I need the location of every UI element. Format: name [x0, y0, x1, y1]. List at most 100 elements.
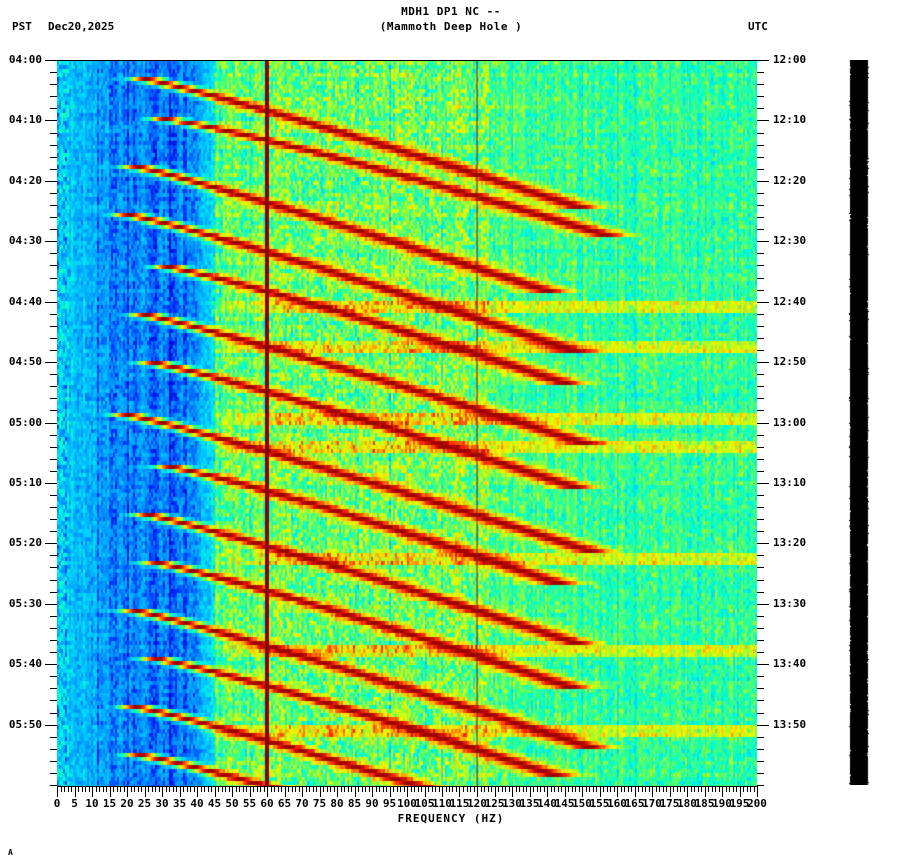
- time-tick-minor: [757, 592, 764, 593]
- freq-tick-minor: [362, 786, 363, 792]
- time-tick-minor: [757, 447, 764, 448]
- time-tick-minor: [50, 217, 57, 218]
- freq-tick-minor: [341, 786, 342, 792]
- freq-tick-minor: [719, 786, 720, 792]
- freq-tick-minor: [614, 786, 615, 792]
- freq-tick-minor: [78, 786, 79, 792]
- freq-tick-major: [687, 786, 688, 797]
- freq-tick-minor: [327, 786, 328, 792]
- time-tick-major: [757, 302, 769, 303]
- freq-tick-minor: [85, 786, 86, 792]
- freq-tick-minor: [544, 786, 545, 792]
- freq-tick-minor: [120, 786, 121, 792]
- freq-tick-minor: [502, 786, 503, 792]
- time-tick-minor: [757, 278, 764, 279]
- freq-tick-major: [372, 786, 373, 797]
- time-tick-minor: [50, 700, 57, 701]
- freq-tick-label: 110: [432, 797, 452, 810]
- pst-time-label: 05:50: [8, 717, 42, 731]
- time-tick-minor: [50, 265, 57, 266]
- time-tick-minor: [50, 471, 57, 472]
- time-tick-major: [757, 241, 769, 242]
- freq-tick-minor: [750, 786, 751, 792]
- freq-tick-minor: [274, 786, 275, 792]
- freq-tick-label: 175: [659, 797, 680, 810]
- freq-tick-major: [180, 786, 181, 797]
- freq-tick-minor: [68, 786, 69, 792]
- time-tick-major: [45, 725, 57, 726]
- station-title: MDH1 DP1 NC --: [401, 5, 501, 18]
- freq-tick-major: [670, 786, 671, 797]
- freq-tick-label: 0: [53, 797, 61, 810]
- freq-tick-major: [565, 786, 566, 797]
- time-tick-minor: [50, 459, 57, 460]
- freq-tick-label: 135: [519, 797, 540, 810]
- freq-tick-minor: [470, 786, 471, 792]
- freq-tick-minor: [386, 786, 387, 792]
- left-timezone-label: PST: [12, 20, 32, 33]
- time-tick-minor: [757, 555, 764, 556]
- time-tick-minor: [757, 326, 764, 327]
- time-tick-minor: [757, 374, 764, 375]
- time-tick-major: [757, 483, 769, 484]
- time-tick-minor: [50, 326, 57, 327]
- freq-tick-label: 185: [694, 797, 715, 810]
- time-tick-minor: [757, 640, 764, 641]
- freq-tick-minor: [278, 786, 279, 792]
- freq-tick-label: 30: [155, 797, 169, 810]
- freq-tick-minor: [659, 786, 660, 792]
- freq-tick-minor: [551, 786, 552, 792]
- time-tick-minor: [50, 133, 57, 134]
- freq-tick-minor: [243, 786, 244, 792]
- freq-tick-minor: [715, 786, 716, 792]
- freq-tick-minor: [218, 786, 219, 792]
- freq-tick-minor: [313, 786, 314, 792]
- time-tick-minor: [50, 229, 57, 230]
- freq-tick-label: 200: [747, 797, 767, 810]
- freq-tick-label: 25: [137, 797, 152, 810]
- freq-tick-label: 40: [190, 797, 204, 810]
- time-tick-minor: [757, 519, 764, 520]
- pst-time-label: 04:10: [8, 113, 42, 127]
- freq-tick-major: [425, 786, 426, 797]
- frequency-axis-title: FREQUENCY (HZ): [397, 812, 505, 825]
- time-tick-minor: [50, 84, 57, 85]
- freq-tick-minor: [603, 786, 604, 792]
- freq-tick-minor: [554, 786, 555, 792]
- time-tick-minor: [50, 314, 57, 315]
- freq-tick-minor: [334, 786, 335, 792]
- freq-tick-major: [250, 786, 251, 797]
- freq-tick-minor: [593, 786, 594, 792]
- freq-tick-label: 150: [572, 797, 592, 810]
- freq-tick-major: [547, 786, 548, 797]
- time-tick-minor: [50, 96, 57, 97]
- time-tick-major: [45, 483, 57, 484]
- freq-tick-minor: [365, 786, 366, 792]
- freq-tick-minor: [452, 786, 453, 792]
- freq-tick-minor: [369, 786, 370, 792]
- time-tick-minor: [50, 507, 57, 508]
- right-timezone-label: UTC: [748, 20, 768, 33]
- freq-tick-minor: [663, 786, 664, 792]
- freq-tick-minor: [572, 786, 573, 792]
- freq-tick-minor: [82, 786, 83, 792]
- freq-tick-minor: [428, 786, 429, 792]
- time-tick-major: [45, 241, 57, 242]
- freq-tick-minor: [264, 786, 265, 792]
- freq-tick-minor: [684, 786, 685, 792]
- time-tick-major: [757, 725, 769, 726]
- freq-tick-label: 100: [397, 797, 417, 810]
- time-tick-minor: [50, 278, 57, 279]
- freq-tick-label: 55: [242, 797, 257, 810]
- freq-tick-minor: [568, 786, 569, 792]
- time-tick-minor: [50, 628, 57, 629]
- freq-tick-minor: [383, 786, 384, 792]
- freq-tick-label: 80: [330, 797, 344, 810]
- freq-tick-minor: [526, 786, 527, 792]
- freq-tick-minor: [106, 786, 107, 792]
- freq-tick-minor: [187, 786, 188, 792]
- time-tick-minor: [50, 785, 57, 786]
- freq-tick-minor: [481, 786, 482, 792]
- time-tick-major: [45, 181, 57, 182]
- freq-tick-minor: [229, 786, 230, 792]
